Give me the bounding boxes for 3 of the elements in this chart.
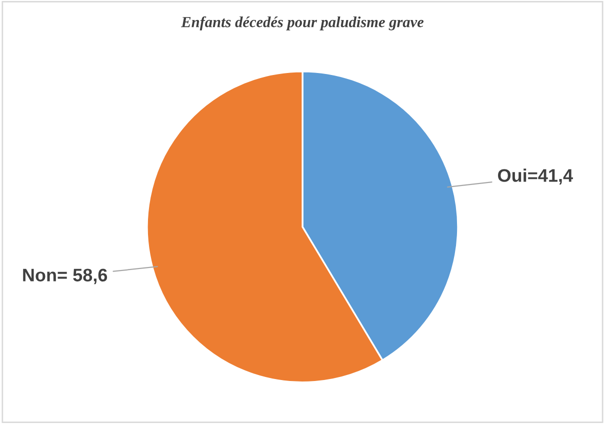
data-label: Non= 58,6 [23,268,108,284]
chart-title: Enfants décedés pour paludisme grave [181,16,424,30]
data-label: Oui=41,4 [498,168,573,185]
